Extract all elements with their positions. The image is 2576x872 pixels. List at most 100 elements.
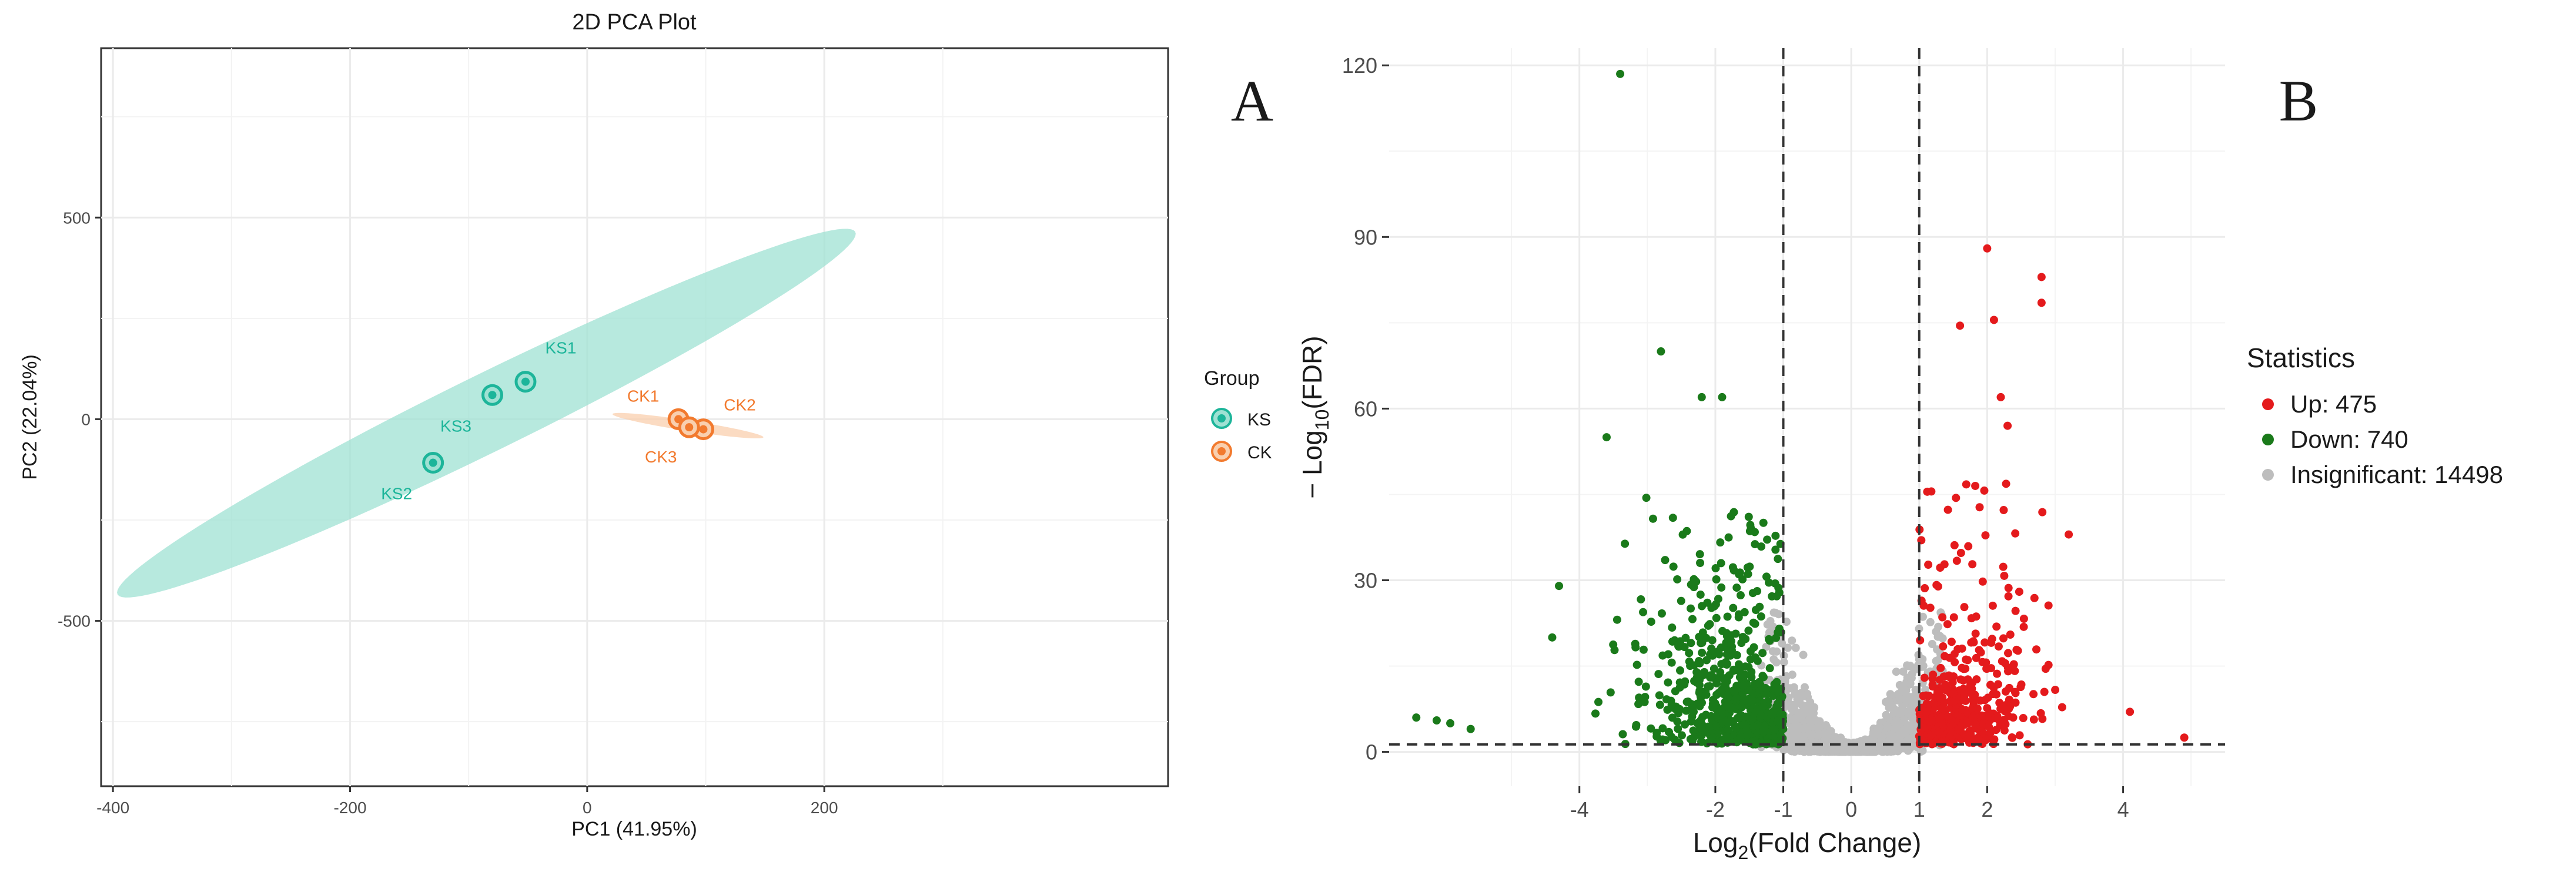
volcano-point-insignificant [1891, 732, 1900, 741]
volcano-point-up [1986, 728, 1995, 737]
volcano-point-up-outlier [2180, 733, 2189, 742]
volcano-point-down [1774, 699, 1782, 708]
volcano-point-up-outlier [2126, 707, 2135, 716]
volcano-point-down [1748, 715, 1757, 723]
volcano-point-up [2006, 630, 2015, 639]
volcano-point-insignificant [1887, 744, 1896, 753]
volcano-point-up [1968, 713, 1977, 722]
pca-y-tick-label: -500 [58, 612, 91, 630]
volcano-point-down [1774, 716, 1782, 725]
volcano-point-down [1723, 612, 1732, 621]
volcano-point-down [1732, 651, 1741, 660]
volcano-point-down [1736, 733, 1745, 742]
volcano-point-insignificant [1896, 709, 1905, 718]
volcano-point-down [1745, 562, 1754, 571]
volcano-point-up [1947, 638, 1956, 646]
volcano-legend-key-up [2262, 398, 2274, 410]
volcano-point-down [1634, 700, 1643, 709]
volcano-point-up [1934, 727, 1943, 736]
volcano-point-up [1922, 707, 1931, 716]
volcano-point-down [1714, 595, 1722, 603]
volcano-point-up [1988, 601, 1997, 610]
volcano-point-up [1973, 705, 1982, 713]
volcano-point-up [1978, 577, 1987, 586]
volcano-point-insignificant [1799, 650, 1808, 659]
volcano-point-up [1987, 638, 1996, 647]
volcano-point-up [1954, 725, 1963, 734]
volcano-point-up [1916, 716, 1925, 725]
pca-point-label-ks2: KS2 [381, 485, 412, 503]
volcano-point-insignificant [1762, 642, 1771, 651]
volcano-point-insignificant [1806, 746, 1815, 755]
volcano-point-down [1716, 538, 1725, 547]
pca-x-tick-label: -400 [96, 799, 129, 817]
volcano-point-down [1771, 579, 1779, 588]
volcano-point-up [2032, 645, 2041, 654]
pca-x-axis-label: PC1 (41.95%) [571, 818, 697, 840]
volcano-point-down [1658, 735, 1667, 744]
volcano-x-axis-label-rest: (Fold Change) [1748, 827, 1921, 858]
volcano-y-axis-label-rest: (FDR) [1297, 336, 1327, 409]
volcano-point-up-outlier [2037, 299, 2046, 307]
volcano-point-insignificant [1880, 743, 1889, 752]
volcano-point-down [1610, 646, 1619, 655]
volcano-point-up [1958, 705, 1966, 714]
volcano-point-down [1591, 709, 1600, 718]
volcano-point-up [1992, 622, 2001, 631]
volcano-point-down [1675, 739, 1684, 747]
volcano-point-down [1696, 590, 1705, 599]
volcano-point-up [2015, 731, 2024, 740]
volcano-point-up [1971, 629, 1980, 638]
volcano-point-up [1919, 692, 1928, 700]
volcano-point-insignificant [1902, 693, 1911, 702]
volcano-point-up [1990, 714, 1999, 723]
volcano-point-up [1960, 603, 1969, 612]
volcano-point-down [1707, 644, 1716, 653]
volcano-point-down [1741, 712, 1750, 721]
volcano-point-down [1682, 526, 1691, 535]
volcano-point-down [1655, 700, 1664, 709]
volcano-point-insignificant [1778, 639, 1787, 648]
volcano-point-up [1962, 735, 1971, 743]
volcano-point-down [1722, 629, 1731, 638]
volcano-point-up [1972, 612, 1980, 621]
volcano-point-up [1921, 584, 1929, 593]
volcano-point-down [1708, 636, 1717, 645]
volcano-point-up [1980, 638, 1989, 647]
volcano-point-down [1765, 636, 1774, 645]
volcano-point-insignificant [1910, 692, 1919, 700]
volcano-point-insignificant [1933, 656, 1942, 665]
volcano-point-up [1936, 694, 1945, 703]
pca-gridlines [101, 48, 1168, 786]
volcano-point-insignificant [1926, 618, 1935, 626]
volcano-point-up [1926, 603, 1935, 612]
volcano-point-up [1999, 634, 2008, 643]
volcano-point-up [1971, 720, 1980, 729]
volcano-point-down [1675, 678, 1684, 687]
volcano-point-down [1658, 651, 1667, 660]
volcano-point-up [2003, 663, 2012, 672]
volcano-point-down [1743, 730, 1752, 739]
volcano-point-up [1933, 582, 1942, 591]
volcano-point-up [1941, 652, 1949, 660]
volcano-point-insignificant [1839, 747, 1848, 756]
volcano-point-down [1704, 682, 1712, 691]
volcano-point-up [1943, 505, 1952, 514]
volcano-point-down [1737, 703, 1746, 712]
pca-y-tick-label: 0 [81, 410, 91, 428]
volcano-point-down [1685, 649, 1694, 658]
volcano-point-insignificant [1899, 667, 1908, 676]
volcano-point-down [1768, 739, 1777, 748]
volcano-legend-label-up: Up: 475 [2290, 390, 2377, 418]
volcano-point-down [1749, 618, 1758, 627]
volcano-point-up [1968, 560, 1977, 569]
volcano-point-up [1926, 731, 1935, 740]
volcano-point-down [1647, 724, 1655, 733]
volcano-point-insignificant [1859, 744, 1868, 753]
volcano-point-down [1770, 725, 1779, 734]
volcano-highlighted-points [1412, 69, 2189, 742]
volcano-point-down [1735, 666, 1744, 675]
volcano-point-up [1962, 480, 1971, 489]
volcano-point-down [1762, 689, 1771, 698]
